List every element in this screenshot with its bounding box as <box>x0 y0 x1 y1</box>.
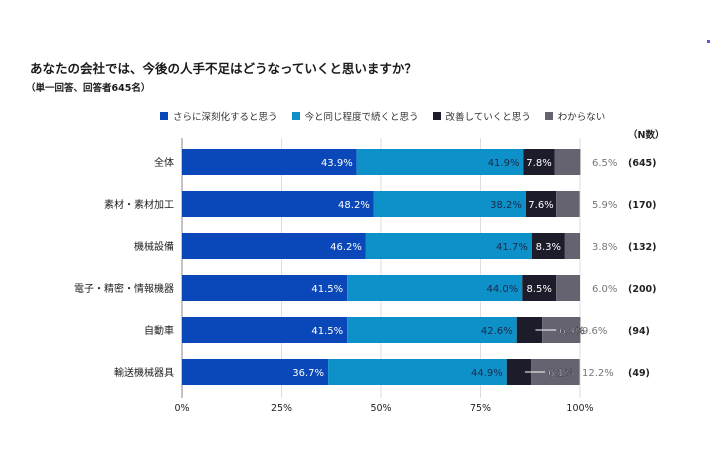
bar-segment <box>523 149 555 175</box>
bar-segment <box>182 317 348 343</box>
category-label: 電子・精密・情報機器 <box>74 282 174 295</box>
bar-segment <box>182 191 374 217</box>
x-tick-label: 75% <box>470 403 491 414</box>
data-label: 48.2% <box>338 200 370 211</box>
category-label: 輸送機械器具 <box>114 366 174 379</box>
bar-segment <box>347 275 523 301</box>
n-value: (170) <box>628 200 657 211</box>
legend-item-improve: 改善していくと思う <box>432 109 531 123</box>
bar-segment <box>531 233 565 259</box>
legend-swatch <box>544 112 553 120</box>
data-label: 46.2% <box>330 242 362 253</box>
data-label: 9.6% <box>582 326 607 337</box>
bar-segment <box>356 149 524 175</box>
data-label: 6.1% <box>548 368 573 379</box>
n-value: (132) <box>628 242 657 253</box>
bar-segment <box>182 275 348 301</box>
n-header: （N数） <box>628 129 664 141</box>
category-label: 機械設備 <box>134 240 174 253</box>
bar-segment <box>522 275 557 301</box>
x-tick-label: 100% <box>566 403 593 414</box>
category-label: 素材・素材加工 <box>104 198 174 211</box>
data-label: 6.0% <box>592 284 617 295</box>
data-label: 8.3% <box>536 242 561 253</box>
x-tick-label: 25% <box>271 403 292 414</box>
n-value: (94) <box>628 326 650 337</box>
bar-segment <box>556 191 580 217</box>
data-label: 44.9% <box>471 368 503 379</box>
legend-swatch <box>291 112 300 120</box>
bar-segment <box>182 359 329 385</box>
chart-title: あなたの会社では、今後の人手不足はどうなっていくと思いますか？ <box>30 61 417 76</box>
bar-segment <box>554 149 581 175</box>
bar-segment <box>182 149 357 175</box>
legend-item-worse: さらに深刻化すると思う <box>160 109 278 123</box>
chart-subtitle: （単一回答、回答者645名） <box>26 83 151 94</box>
data-label: 42.6% <box>481 326 513 337</box>
bar-segment <box>347 317 517 343</box>
data-label: 7.8% <box>526 158 551 169</box>
data-label: 6.4% <box>559 326 584 337</box>
legend-label: 改善していくと思う <box>445 112 531 123</box>
legend-swatch <box>432 112 441 120</box>
data-label: 36.7% <box>292 368 324 379</box>
legend-label: わからない <box>557 112 606 123</box>
legend-label: さらに深刻化すると思う <box>173 112 278 123</box>
bar-segment <box>182 233 366 259</box>
legend-label: 今と同じ程度で続くと思う <box>304 112 419 123</box>
n-value: (645) <box>628 158 657 169</box>
data-label: 5.9% <box>592 200 617 211</box>
data-label: 41.5% <box>311 284 343 295</box>
data-label: 41.5% <box>311 326 343 337</box>
data-label: 44.0% <box>487 284 519 295</box>
x-tick-label: 50% <box>370 403 391 414</box>
n-value: (200) <box>628 284 657 295</box>
legend-item-same: 今と同じ程度で続くと思う <box>291 109 419 123</box>
legend: さらに深刻化すると思う 今と同じ程度で続くと思う 改善していくと思う わからない <box>160 109 605 123</box>
bar-segment <box>328 359 507 385</box>
corner-dot <box>707 40 710 43</box>
bar-segment <box>525 191 557 217</box>
data-label: 8.5% <box>527 284 552 295</box>
data-label: 7.6% <box>528 200 553 211</box>
legend-swatch <box>160 112 168 120</box>
bar-segment <box>373 191 526 217</box>
data-label: 43.9% <box>321 158 353 169</box>
bar-segment <box>556 275 580 301</box>
category-label: 全体 <box>154 156 174 169</box>
x-tick-label: 0% <box>174 403 189 414</box>
data-label: 38.2% <box>490 200 522 211</box>
bar-segment <box>564 233 580 259</box>
data-label: 12.2% <box>582 368 614 379</box>
category-label: 自動車 <box>144 324 174 337</box>
n-value: (49) <box>628 368 650 379</box>
bar-segment <box>365 233 532 259</box>
data-label: 41.9% <box>488 158 520 169</box>
data-label: 3.8% <box>592 242 617 253</box>
data-label: 41.7% <box>496 242 528 253</box>
legend-item-unknown: わからない <box>544 109 606 123</box>
data-label: 6.5% <box>592 158 617 169</box>
